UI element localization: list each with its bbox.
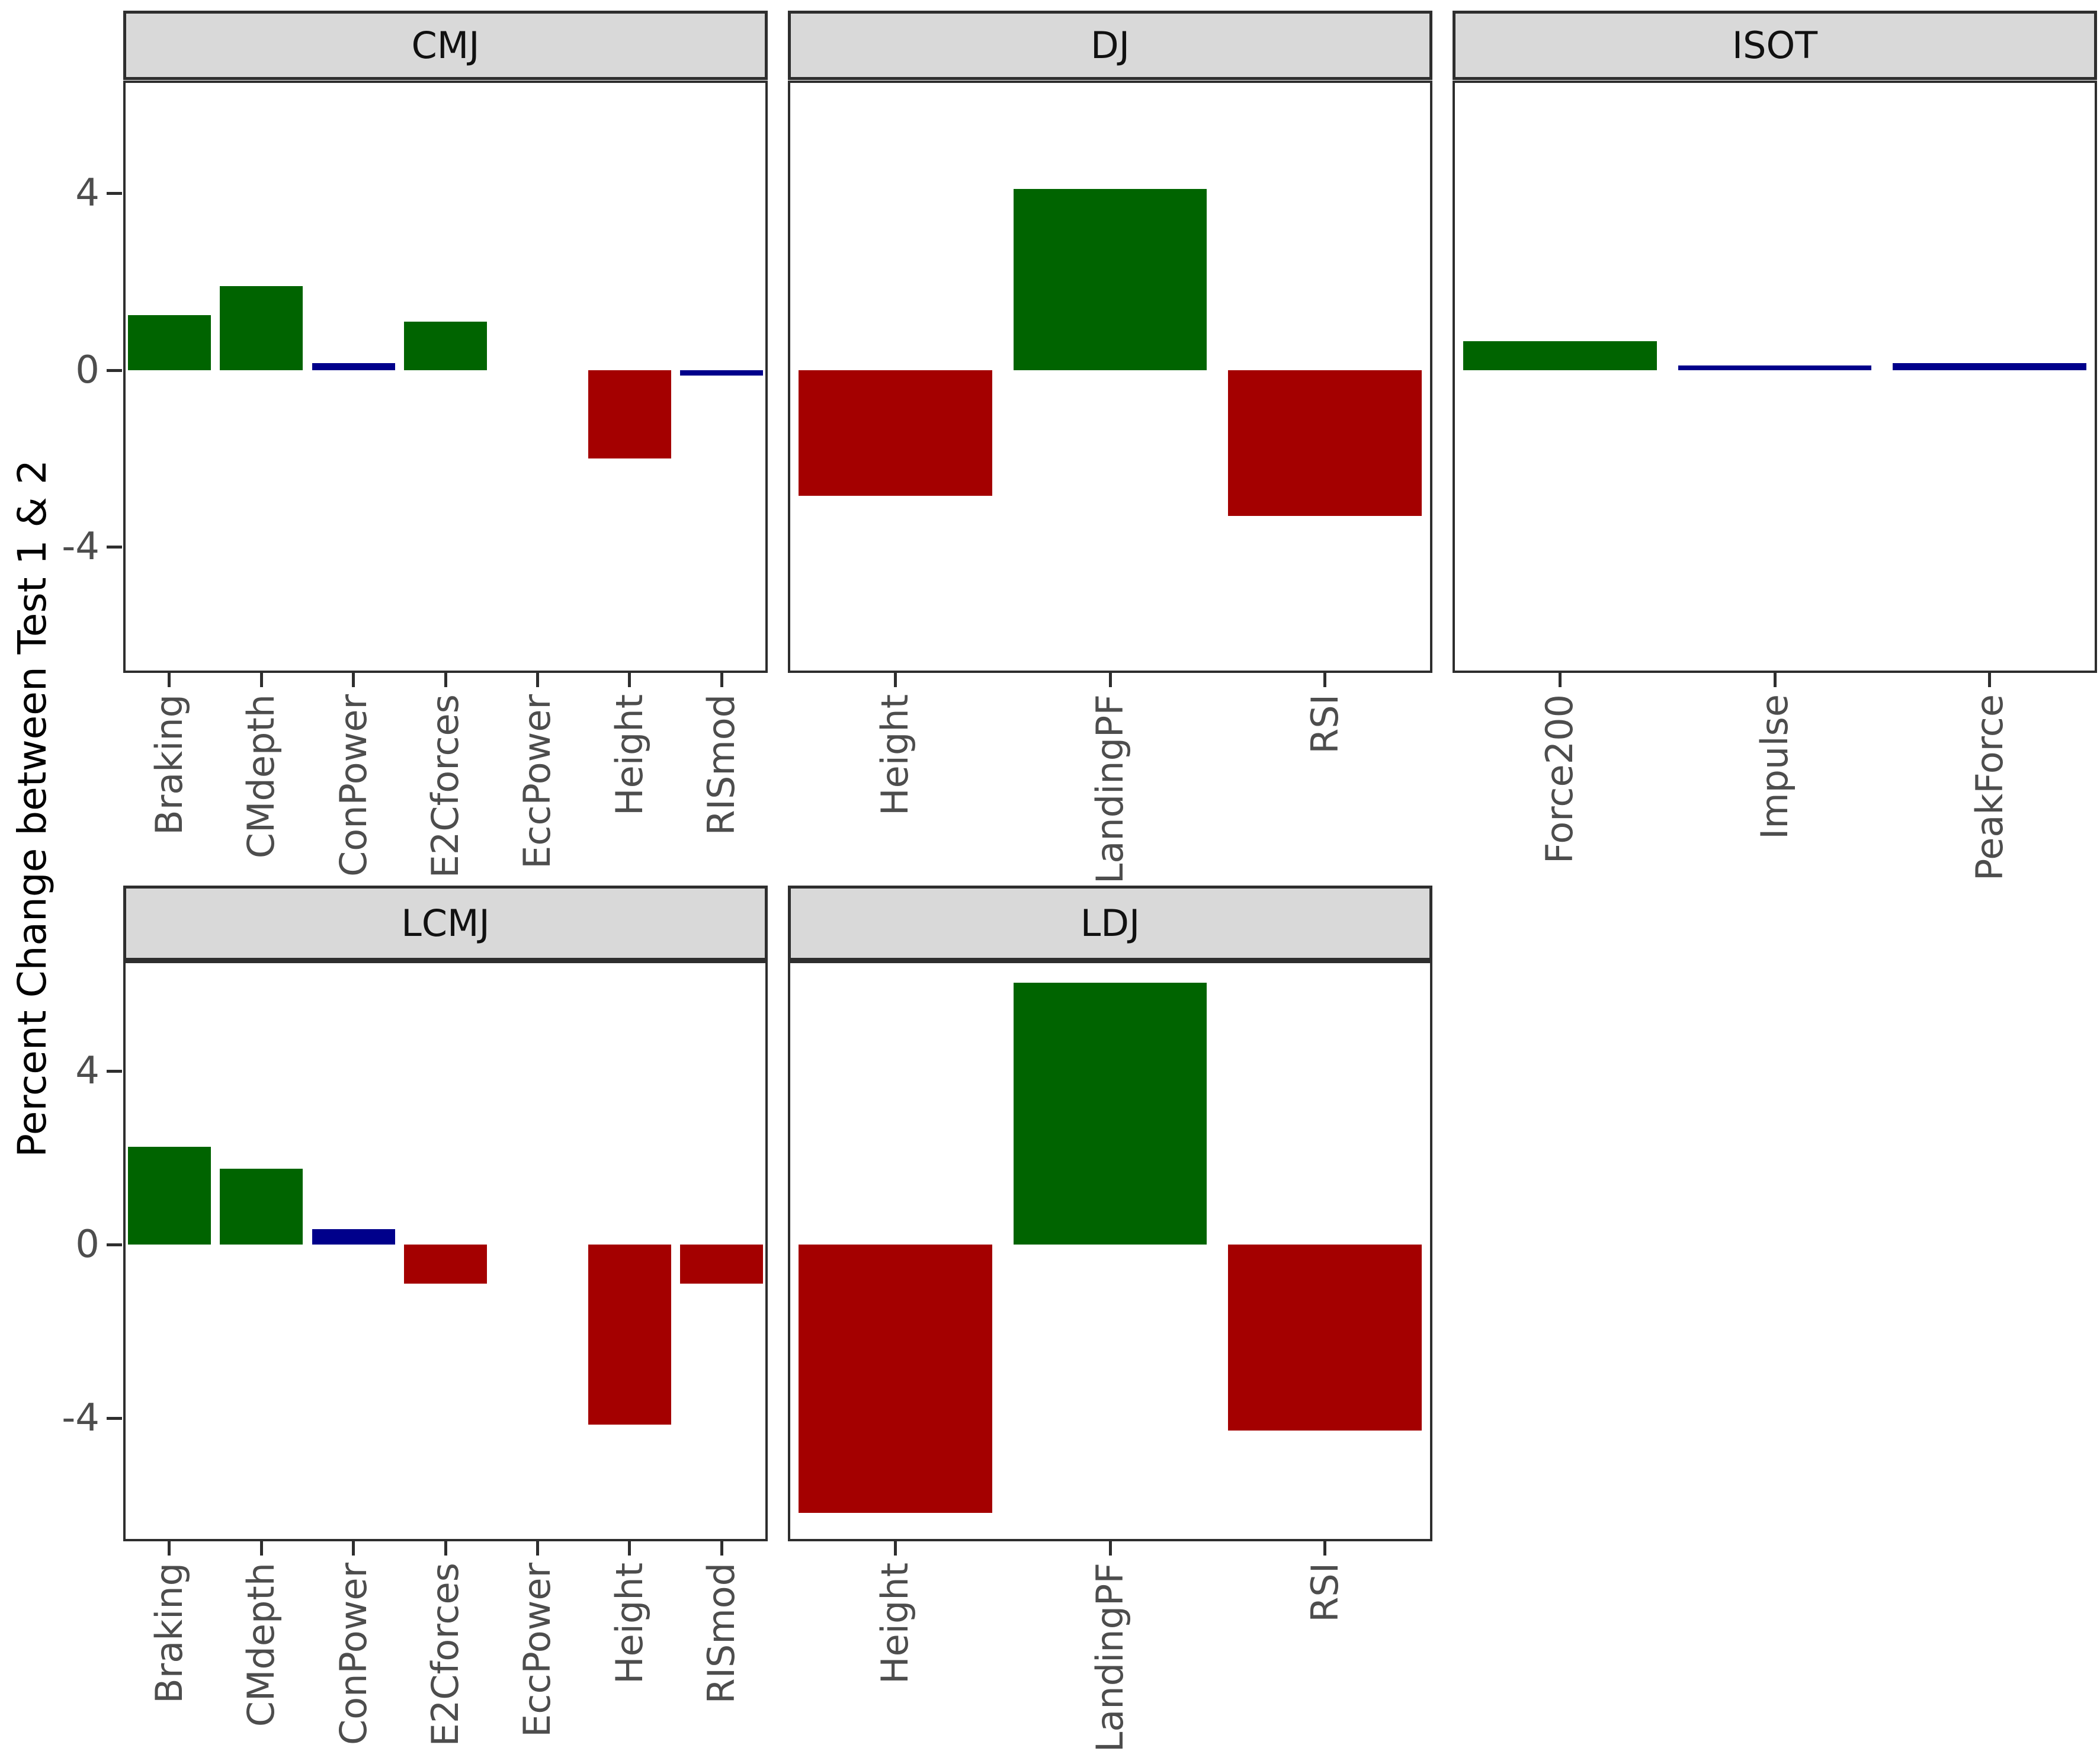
bar-lcmj-rismod: [680, 1245, 764, 1284]
x-tick-ldj-height: [893, 1541, 897, 1556]
category-label-dj-rsi: RSI: [1303, 694, 1346, 754]
y-tick-label-0-row0: 0: [75, 348, 100, 392]
facet-strip-label-ldj: LDJ: [1080, 902, 1140, 945]
y-tick-mark-0-row0: [107, 368, 122, 372]
y-tick-mark-4-row1: [107, 1070, 122, 1073]
bar-dj-height: [799, 370, 992, 496]
bar-isot-force200: [1463, 341, 1657, 370]
bar-lcmj-conpower: [312, 1229, 395, 1245]
y-tick-mark-0-row1: [107, 1243, 122, 1247]
bar-cmj-cmdepth: [220, 286, 303, 370]
y-tick-mark--4-row0: [107, 546, 122, 549]
facet-strip-isot: ISOT: [1453, 11, 2097, 80]
x-tick-isot-impulse: [1773, 673, 1777, 687]
facet-strip-label-lcmj: LCMJ: [401, 902, 490, 945]
y-tick-label-0-row1: 0: [75, 1223, 100, 1267]
y-tick-mark-4-row0: [107, 192, 122, 195]
bar-ldj-rsi: [1228, 1245, 1422, 1431]
category-label-isot-peakforce: PeakForce: [1967, 694, 2011, 881]
category-label-cmj-conpower: ConPower: [331, 694, 375, 877]
category-label-lcmj-height: Height: [607, 1563, 651, 1684]
bar-dj-rsi: [1228, 370, 1422, 517]
category-label-cmj-rismod: RISmod: [700, 694, 743, 836]
category-label-ldj-height: Height: [873, 1563, 917, 1684]
bar-cmj-conpower: [312, 363, 395, 370]
bar-ldj-landingpf: [1013, 982, 1207, 1245]
bar-lcmj-e2cforces: [404, 1245, 487, 1284]
facet-strip-cmj: CMJ: [123, 11, 768, 80]
category-label-lcmj-eccpower: EccPower: [515, 1563, 559, 1737]
category-label-lcmj-rismod: RISmod: [700, 1563, 743, 1704]
category-label-isot-force200: Force200: [1538, 694, 1582, 864]
category-label-cmj-height: Height: [607, 694, 651, 816]
facet-strip-label-dj: DJ: [1090, 24, 1130, 67]
facet-strip-dj: DJ: [788, 11, 1432, 80]
bar-cmj-e2cforces: [404, 321, 487, 370]
category-label-ldj-rsi: RSI: [1303, 1563, 1346, 1622]
facet-strip-lcmj: LCMJ: [123, 886, 768, 961]
x-tick-cmj-height: [628, 673, 631, 687]
y-tick-label--4-row1: -4: [62, 1396, 100, 1440]
x-tick-cmj-braking: [168, 673, 171, 687]
bar-lcmj-cmdepth: [220, 1169, 303, 1245]
bar-ldj-height: [799, 1245, 992, 1513]
y-tick-label--4-row0: -4: [62, 525, 100, 569]
x-tick-ldj-landingpf: [1108, 1541, 1112, 1556]
x-tick-dj-landingpf: [1108, 673, 1112, 687]
y-tick-label-4-row0: 4: [75, 171, 100, 216]
x-tick-cmj-eccpower: [536, 673, 539, 687]
x-tick-lcmj-cmdepth: [259, 1541, 263, 1556]
category-label-lcmj-braking: Braking: [147, 1563, 191, 1704]
x-tick-lcmj-braking: [168, 1541, 171, 1556]
y-tick-label-4-row1: 4: [75, 1049, 100, 1093]
x-tick-ldj-rsi: [1323, 1541, 1327, 1556]
facet-panel-isot: [1453, 81, 2097, 673]
y-axis-title: Percent Change between Test 1 & 2: [8, 0, 56, 1617]
bar-cmj-braking: [127, 315, 211, 370]
bar-isot-impulse: [1678, 365, 1872, 370]
category-label-ldj-landingpf: LandingPF: [1088, 1563, 1131, 1751]
bar-lcmj-height: [588, 1245, 671, 1425]
x-tick-isot-force200: [1558, 673, 1562, 687]
bar-lcmj-braking: [127, 1147, 211, 1245]
facet-strip-label-cmj: CMJ: [411, 24, 480, 67]
category-label-lcmj-conpower: ConPower: [331, 1563, 375, 1745]
bar-cmj-rismod: [680, 370, 764, 376]
x-tick-dj-rsi: [1323, 673, 1327, 687]
x-tick-cmj-conpower: [352, 673, 355, 687]
x-tick-lcmj-e2cforces: [444, 1541, 447, 1556]
bar-isot-peakforce: [1893, 363, 2086, 370]
x-tick-lcmj-height: [628, 1541, 631, 1556]
x-tick-cmj-e2cforces: [444, 673, 447, 687]
category-label-lcmj-cmdepth: CMdepth: [239, 1563, 283, 1727]
category-label-cmj-eccpower: EccPower: [515, 694, 559, 869]
x-tick-cmj-rismod: [720, 673, 723, 687]
facet-strip-ldj: LDJ: [788, 886, 1432, 961]
bar-cmj-height: [588, 370, 671, 459]
facet-panel-cmj: [123, 81, 768, 673]
y-tick-mark--4-row1: [107, 1416, 122, 1420]
category-label-cmj-cmdepth: CMdepth: [239, 694, 283, 859]
category-label-cmj-e2cforces: E2Cforces: [424, 694, 467, 878]
category-label-lcmj-e2cforces: E2Cforces: [424, 1563, 467, 1747]
category-label-isot-impulse: Impulse: [1753, 694, 1796, 840]
x-tick-lcmj-eccpower: [536, 1541, 539, 1556]
x-tick-cmj-cmdepth: [259, 673, 263, 687]
category-label-cmj-braking: Braking: [147, 694, 191, 835]
x-tick-lcmj-rismod: [720, 1541, 723, 1556]
bar-dj-landingpf: [1013, 188, 1207, 370]
x-tick-lcmj-conpower: [352, 1541, 355, 1556]
x-tick-dj-height: [893, 673, 897, 687]
facet-strip-label-isot: ISOT: [1732, 24, 1818, 67]
category-label-dj-landingpf: LandingPF: [1088, 694, 1131, 884]
category-label-dj-height: Height: [873, 694, 917, 816]
x-tick-isot-peakforce: [1988, 673, 1992, 687]
